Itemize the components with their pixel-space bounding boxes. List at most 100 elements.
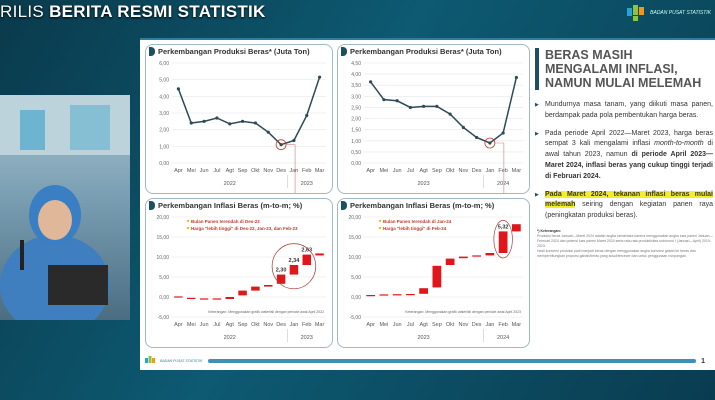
data-point: [514, 75, 518, 80]
y-tick-label: 2,00: [159, 128, 169, 134]
x-tick-label: Jun: [393, 168, 402, 174]
chart-title: Perkembangan Produksi Beras* (Juta Ton): [149, 47, 314, 56]
chart-note: Keterangan: Menggunakan grafik waterfall…: [405, 310, 521, 314]
x-tick-label: Jun: [200, 322, 209, 328]
year-label: 2022: [224, 335, 236, 341]
presenter-video: [0, 95, 130, 320]
x-tick-label: Nov: [458, 168, 468, 174]
data-point: [369, 80, 373, 84]
legend-text: Bulan Panen terendah di Des-22: [191, 219, 260, 224]
slide-footer: BADAN PUSAT STATISTIK 1: [145, 356, 705, 366]
waterfall-bar: [212, 298, 222, 300]
waterfall-bar: [472, 255, 481, 257]
chart-svg: 0,00 0,50 1,00 1,50 2,00 2,50 3,00 3,50 4,00 4,50…: [351, 61, 523, 193]
y-tick-label: -5,00: [350, 315, 362, 321]
y-tick-label: 4,50: [351, 61, 361, 67]
x-tick-label: Mar: [315, 168, 325, 174]
notes-title: *) Keterangan:: [537, 228, 561, 233]
x-tick-label: Jun: [200, 168, 209, 174]
y-tick-label: 3,50: [351, 83, 361, 89]
bullet-text: di awal tahun 2023, namun: [545, 140, 713, 159]
waterfall-bar: [445, 258, 455, 265]
series-line: [370, 77, 518, 144]
waterfall-bar: [238, 290, 247, 296]
data-point: [176, 87, 181, 91]
x-tick-label: Nov: [458, 322, 468, 328]
data-label: 2,34: [289, 258, 301, 264]
waterfall-bar: [366, 295, 375, 297]
data-point: [408, 105, 412, 110]
chart-title-text: Perkembangan Inflasi Beras (m-to-m; %): [350, 201, 495, 210]
x-tick-label: Apr: [174, 322, 183, 328]
waterfall-bar: [459, 256, 468, 259]
y-tick-label: 1,00: [351, 139, 361, 145]
data-point: [382, 98, 386, 102]
data-point: [266, 130, 270, 134]
data-label: 5,32: [498, 224, 509, 230]
x-tick-label: Jul: [213, 168, 220, 174]
waterfall-bar: [199, 298, 209, 300]
notes: *) Keterangan: Produksi beras Januari—Ma…: [535, 229, 713, 259]
x-tick-label: Sep: [238, 168, 248, 174]
year-label: 2023: [301, 335, 313, 341]
x-tick-label: Mar: [315, 322, 325, 328]
x-tick-label: Jan: [289, 322, 298, 328]
x-tick-label: Jul: [407, 322, 414, 328]
data-point: [215, 116, 219, 120]
x-tick-label: Des: [472, 322, 482, 328]
chart-title: Perkembangan Inflasi Beras (m-to-m; %): [341, 201, 499, 210]
footer-logo-text: BADAN PUSAT STATISTIK: [160, 359, 203, 363]
chart-inflation-2023: Perkembangan Inflasi Beras (m-to-m; %) -…: [337, 198, 530, 348]
x-tick-label: Feb: [498, 168, 507, 174]
waterfall-bar: [174, 296, 183, 298]
x-tick-label: Mei: [379, 322, 388, 328]
x-tick-label: Jan: [289, 168, 298, 174]
x-tick-label: Jan: [485, 322, 494, 328]
data-point: [189, 121, 193, 125]
y-tick-label: 3,00: [351, 94, 361, 100]
data-point: [202, 119, 206, 123]
highlight-circle: [275, 139, 287, 151]
data-point: [395, 99, 399, 103]
year-label: 2024: [497, 181, 509, 187]
chart-note: Keterangan: Menggunakan grafik waterfall…: [208, 310, 324, 314]
x-tick-label: Mar: [512, 322, 522, 328]
data-point: [448, 112, 452, 116]
highlight-ellipse: [271, 243, 317, 290]
waterfall-bar: [315, 253, 324, 256]
series-line: [177, 76, 321, 146]
chart-title-text: Perkembangan Produksi Beras* (Juta Ton): [350, 47, 502, 56]
bullet-emphasis: month-to-month: [654, 140, 704, 148]
year-label: 2023: [418, 181, 430, 187]
data-point: [279, 143, 283, 147]
page-number: 1: [701, 357, 705, 365]
data-label: 2,63: [301, 248, 312, 254]
x-tick-label: Okt: [446, 168, 455, 174]
data-point: [305, 113, 309, 118]
data-label: 2,30: [276, 268, 287, 274]
y-tick-label: 2,00: [351, 117, 361, 123]
x-tick-label: Feb: [498, 322, 507, 328]
x-tick-label: Apr: [366, 168, 375, 174]
x-tick-label: Feb: [302, 322, 311, 328]
y-tick-label: 0,00: [159, 161, 169, 167]
highlight-ellipse: [493, 220, 513, 259]
note-item: Produksi beras Januari—Maret 2024 adalah…: [537, 233, 713, 248]
chart-title-text: Perkembangan Inflasi Beras (m-to-m; %): [158, 201, 303, 210]
bps-logo-icon: [145, 356, 155, 363]
waterfall-bar: [512, 224, 521, 232]
bullet-text: seiring dengan kegiatan panen raya (peni…: [545, 201, 713, 220]
x-tick-label: Sep: [432, 322, 442, 328]
legend-text: Harga "lebih tinggi" di Des-22, Jan-23, …: [191, 226, 298, 231]
x-tick-label: Okt: [251, 168, 260, 174]
bullet-text: Pada periode April 2022—Maret 2023, harg…: [545, 129, 713, 148]
chart-title-text: Perkembangan Produksi Beras* (Juta Ton): [158, 47, 310, 56]
waterfall-bar: [302, 254, 311, 265]
x-tick-label: Mei: [187, 322, 196, 328]
x-tick-label: Jul: [213, 322, 220, 328]
data-point: [475, 135, 479, 140]
chart-svg: 0,00 1,00 2,00 3,00 4,00 5,00 6,00 Apr Mei Jun Jul…: [159, 61, 326, 193]
data-point: [228, 122, 232, 126]
chart-production-2022: Perkembangan Produksi Beras* (Juta Ton) …: [145, 44, 333, 194]
y-tick-label: 5,00: [159, 78, 169, 84]
